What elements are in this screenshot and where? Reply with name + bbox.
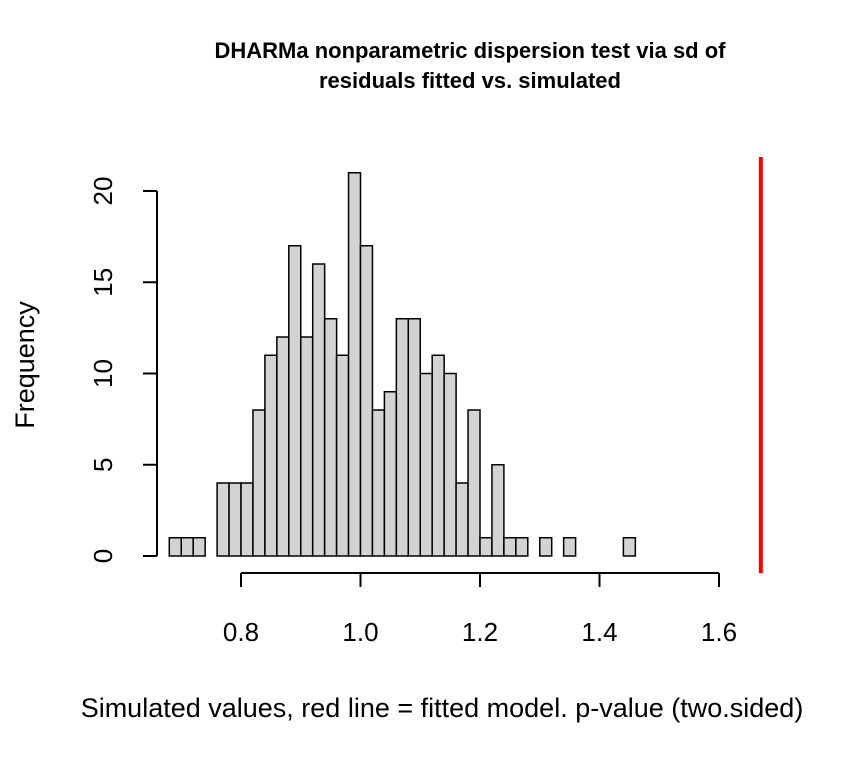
y-axis: 0 5 10 15 20: [88, 177, 158, 563]
histogram-bar: [228, 482, 242, 557]
y-tick-label: 15: [88, 268, 118, 297]
histogram-bar: [168, 537, 183, 557]
chart-title-line-1: DHARMa nonparametric dispersion test via…: [215, 38, 727, 63]
histogram-bar: [395, 318, 410, 557]
histogram-bar: [443, 372, 457, 557]
histogram-bar: [491, 464, 505, 557]
histogram-bar: [562, 537, 577, 557]
histogram-bar: [288, 245, 302, 557]
histogram-bar: [311, 263, 326, 557]
histogram-bar: [252, 409, 266, 557]
chart-title-line-2: residuals fitted vs. simulated: [319, 68, 621, 93]
y-tick-label: 20: [88, 177, 118, 206]
x-tick-label: 1.6: [701, 617, 737, 647]
histogram-bar: [359, 245, 374, 557]
y-tick-label: 10: [88, 359, 118, 388]
x-axis-label: Simulated values, red line = fitted mode…: [81, 693, 804, 723]
histogram-bar: [539, 537, 553, 557]
y-tick-label: 0: [88, 549, 118, 563]
histogram-bar: [300, 336, 314, 557]
histogram-bar: [347, 172, 362, 557]
histogram-bar: [264, 354, 278, 557]
histogram-bar: [467, 409, 481, 557]
histogram-bars: [168, 172, 637, 557]
histogram-bar: [323, 318, 338, 557]
histogram-bar: [419, 372, 433, 557]
histogram-bar: [180, 537, 194, 557]
histogram-bar: [503, 537, 517, 557]
x-tick-label: 1.2: [462, 617, 498, 647]
histogram-bar: [192, 537, 206, 557]
histogram-bar: [335, 354, 350, 557]
histogram-bar: [240, 482, 254, 557]
histogram-bar: [276, 336, 290, 557]
x-axis: 0.8 1.0 1.2 1.4 1.6: [223, 572, 737, 647]
histogram-bar: [407, 318, 421, 557]
histogram-bar: [383, 391, 398, 557]
histogram-bar: [515, 537, 529, 557]
y-tick-label: 5: [88, 458, 118, 472]
histogram-bar: [431, 354, 445, 557]
x-tick-label: 0.8: [223, 617, 259, 647]
histogram-bar: [479, 537, 493, 557]
histogram-bar: [216, 482, 230, 557]
histogram-bar: [622, 537, 637, 557]
histogram-bar: [455, 482, 469, 557]
y-axis-label: Frequency: [10, 301, 40, 429]
histogram-bar: [371, 409, 386, 557]
x-tick-label: 1.0: [342, 617, 378, 647]
x-tick-label: 1.4: [581, 617, 617, 647]
